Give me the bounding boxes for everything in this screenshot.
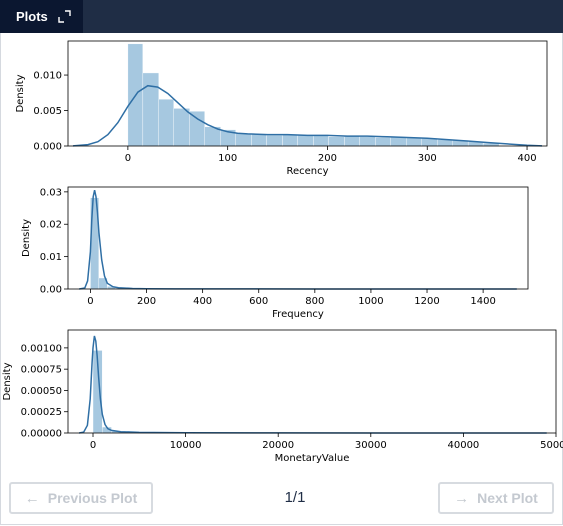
y-tick-label: 0.00075 <box>21 365 62 376</box>
arrow-right-icon: → <box>454 489 470 507</box>
x-tick-label: 800 <box>305 296 324 307</box>
x-tick-label: 400 <box>193 296 212 307</box>
histogram-bar <box>328 136 345 147</box>
axes-frame <box>67 329 557 434</box>
histogram-bar <box>390 136 407 147</box>
x-tick-label: 100 <box>218 153 237 164</box>
x-tick-label: 0 <box>90 440 96 451</box>
y-tick-label: 0.00100 <box>21 343 62 354</box>
histogram-bar <box>173 108 190 147</box>
y-tick-label: 0.010 <box>33 71 62 82</box>
histogram-bar <box>437 139 453 147</box>
y-axis-label: Density <box>21 219 32 257</box>
y-tick-label: 0.000 <box>33 142 62 153</box>
subplot-1: 0 100 200 300 400 0.000 0.005 0.010 Recency Densi… <box>15 40 548 177</box>
expand-icon[interactable] <box>58 10 71 23</box>
axes-frame <box>67 40 548 147</box>
histogram-bar <box>282 134 298 147</box>
y-axis-label: Density <box>2 362 13 400</box>
histogram-bar <box>359 136 376 147</box>
histogram-bar <box>266 135 283 147</box>
y-tick-label: 0.02 <box>40 220 62 231</box>
x-axis-label: Recency <box>286 166 328 177</box>
next-plot-button[interactable]: → Next Plot <box>438 482 554 514</box>
x-tick-label: 30000 <box>355 440 387 451</box>
kde-line <box>79 190 517 290</box>
y-tick-label: 0.00025 <box>21 407 62 418</box>
page-indicator: 1/1 <box>284 489 306 506</box>
plots-tab-label: Plots <box>16 9 48 24</box>
histogram-bar <box>313 135 329 147</box>
histogram-bar <box>375 137 391 147</box>
x-tick-label: 1000 <box>358 296 383 307</box>
x-tick-label: 400 <box>517 153 536 164</box>
histogram-bar <box>297 135 314 147</box>
subplot-2: 0 200 400 600 800 1000 1200 1400 0.00 0.01 0.02 0.0… <box>21 186 529 320</box>
arrow-left-icon: ← <box>24 489 40 507</box>
histogram-bar <box>251 133 267 147</box>
axes-frame <box>67 186 529 290</box>
histogram-bar <box>344 135 360 147</box>
x-tick-label: 20000 <box>262 440 294 451</box>
x-tick-label: 200 <box>318 153 337 164</box>
x-axis-label: Frequency <box>272 309 324 320</box>
y-tick-label: 0.00000 <box>21 429 62 440</box>
plots-tab[interactable]: Plots <box>0 0 83 33</box>
histogram-bar <box>235 133 252 147</box>
x-tick-label: 0 <box>125 153 131 164</box>
histogram-bar <box>406 137 422 147</box>
next-plot-label: Next Plot <box>477 490 538 506</box>
x-tick-label: 1400 <box>470 296 495 307</box>
previous-plot-button[interactable]: ← Previous Plot <box>9 482 153 514</box>
previous-plot-label: Previous Plot <box>47 490 138 506</box>
x-tick-label: 300 <box>418 153 437 164</box>
x-tick-label: 600 <box>249 296 268 307</box>
histogram-bar <box>189 111 205 147</box>
kde-line <box>72 84 543 147</box>
y-tick-label: 0.00 <box>40 285 62 296</box>
x-tick-label: 0 <box>87 296 93 307</box>
x-tick-label: 1200 <box>414 296 439 307</box>
histogram-bar <box>158 98 174 147</box>
density-figure: 0 100 200 300 4000.0000.0050.010RecencyDensi… <box>2 40 563 464</box>
y-axis-label: Density <box>15 74 26 112</box>
x-tick-label: 40000 <box>447 440 479 451</box>
x-tick-label: 10000 <box>170 440 202 451</box>
histogram-bar <box>142 72 160 147</box>
x-axis-label: MonetaryValue <box>275 453 350 464</box>
x-tick-label: 200 <box>137 296 156 307</box>
y-tick-label: 0.005 <box>33 106 62 117</box>
kde-line <box>78 335 547 434</box>
y-tick-label: 0.01 <box>40 252 62 263</box>
y-tick-label: 0.03 <box>40 187 62 198</box>
y-tick-label: 0.00050 <box>21 386 62 397</box>
plots-header: Plots <box>0 0 563 33</box>
